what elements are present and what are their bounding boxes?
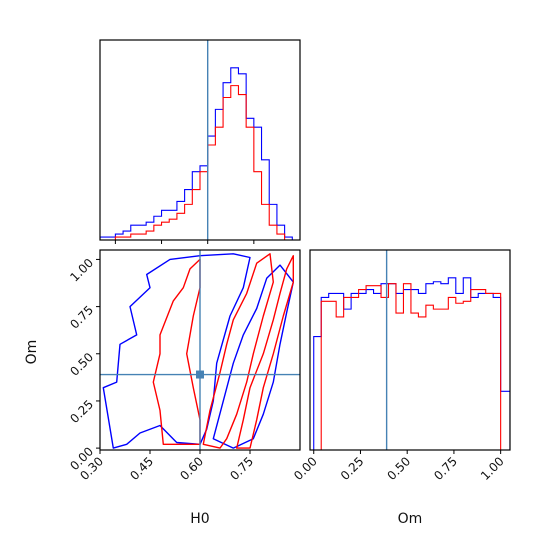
om-x-tick-label-0: 0.00 (291, 454, 320, 483)
om-x-tick-label-1: 0.25 (338, 454, 367, 483)
om-x-tick-label-3: 0.75 (431, 454, 460, 483)
x-axis-label-h0: H0 (190, 511, 209, 527)
om-y-tick-label-3: 0.75 (67, 303, 96, 332)
histogram-series-0 (100, 67, 300, 240)
om-y-tick-label-1: 0.25 (67, 397, 96, 426)
y-axis-label-om: Om (24, 340, 40, 365)
om-x-tick-label-4: 1.00 (478, 454, 507, 483)
om-x-tick-label-2: 0.50 (385, 454, 414, 483)
contour-series-1-level-2 (236, 255, 294, 449)
contour-series-1-level-1 (202, 253, 274, 449)
truth-marker (196, 370, 204, 379)
contour-series-0-level-0 (102, 253, 251, 449)
om-histogram-plot (313, 250, 510, 450)
h0-x-tick-label-1: 0.45 (127, 454, 156, 483)
om-histogram-panel: 0.00 0.25 0.50 0.75 1.00 (291, 249, 511, 483)
contour-series-1-level-0 (152, 258, 201, 445)
h0-histogram-panel (99, 39, 301, 244)
h0-x-tick-label-2: 0.60 (177, 454, 206, 483)
contour-plot (100, 250, 300, 450)
h0-histogram-plot (100, 40, 300, 240)
histogram-series-1 (100, 85, 300, 240)
om-y-tick-label-4: 1.00 (67, 256, 96, 285)
h0-histogram-frame (99, 39, 301, 241)
histogram-series-1 (313, 283, 510, 450)
om-y-tick-label-2: 0.50 (67, 350, 96, 379)
h0-x-tick-label-3: 0.75 (227, 454, 256, 483)
x-axis-label-om: Om (398, 511, 423, 527)
om-histogram-frame (309, 249, 511, 451)
h0-om-contour-panel: 0.30 0.45 0.60 0.750.000.250.500.751.00 (67, 249, 301, 483)
